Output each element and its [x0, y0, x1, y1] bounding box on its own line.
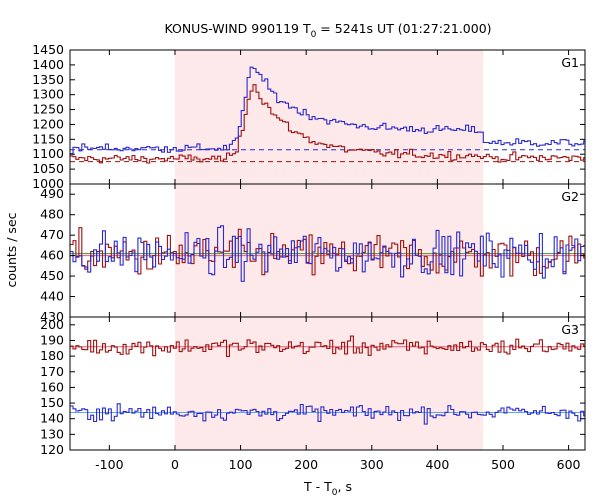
- y-axis-label: counts / sec: [4, 212, 19, 287]
- y-tick-label: 460: [40, 248, 64, 263]
- chart-title: KONUS-WIND 990119 T0 = 5241s UT (01:27:2…: [164, 21, 491, 40]
- y-tick-label: 440: [40, 289, 64, 304]
- x-tick-label: 400: [425, 457, 449, 472]
- x-tick-label: -100: [95, 457, 123, 472]
- y-tick-label: 1050: [32, 161, 64, 176]
- y-tick-label: 450: [40, 268, 64, 283]
- y-tick-label: 1200: [32, 116, 64, 131]
- y-tick-label: 470: [40, 227, 64, 242]
- y-tick-label: 1150: [32, 131, 64, 146]
- y-tick-label: 170: [40, 364, 64, 379]
- y-tick-label: 1450: [32, 42, 64, 57]
- x-tick-label: 100: [229, 457, 253, 472]
- series-g3-red: [70, 335, 585, 357]
- x-axis-label: T - T0, s: [303, 479, 352, 498]
- series-g3-blue: [70, 403, 585, 425]
- y-tick-label: 140: [40, 411, 64, 426]
- panel-label: G1: [561, 55, 579, 70]
- y-tick-label: 200: [40, 317, 64, 332]
- series-g1-red: [70, 84, 585, 164]
- panel-label: G2: [561, 189, 579, 204]
- panel-frame: [69, 316, 586, 451]
- y-tick-label: 1350: [32, 72, 64, 87]
- series-g2-blue: [70, 225, 585, 282]
- burst-interval-band: [174, 50, 484, 450]
- y-tick-label: 120: [40, 442, 64, 457]
- y-tick-label: 1000: [32, 176, 64, 191]
- panel-g2: 430 440 450 460 470 480 490 G2: [40, 183, 586, 324]
- series-g1-blue: [70, 66, 585, 155]
- panel-g1: 1000105011001150120012501300135014001450…: [32, 42, 586, 191]
- x-tick-label: 300: [360, 457, 384, 472]
- y-tick-label: 180: [40, 348, 64, 363]
- y-tick-label: 480: [40, 207, 64, 222]
- x-tick-label: 500: [491, 457, 515, 472]
- x-tick-label: 0: [171, 457, 179, 472]
- y-tick-label: 490: [40, 186, 64, 201]
- y-tick-label: 160: [40, 379, 64, 394]
- y-tick-label: 190: [40, 332, 64, 347]
- y-tick-label: 430: [40, 309, 64, 324]
- y-tick-label: 1400: [32, 57, 64, 72]
- y-tick-label: 1250: [32, 102, 64, 117]
- x-tick-label: 600: [557, 457, 581, 472]
- panel-label: G3: [561, 322, 579, 337]
- x-tick-label: 200: [294, 457, 318, 472]
- y-tick-label: 1100: [32, 146, 64, 161]
- y-tick-label: 1300: [32, 87, 64, 102]
- y-tick-label: 150: [40, 395, 64, 410]
- y-tick-label: 130: [40, 426, 64, 441]
